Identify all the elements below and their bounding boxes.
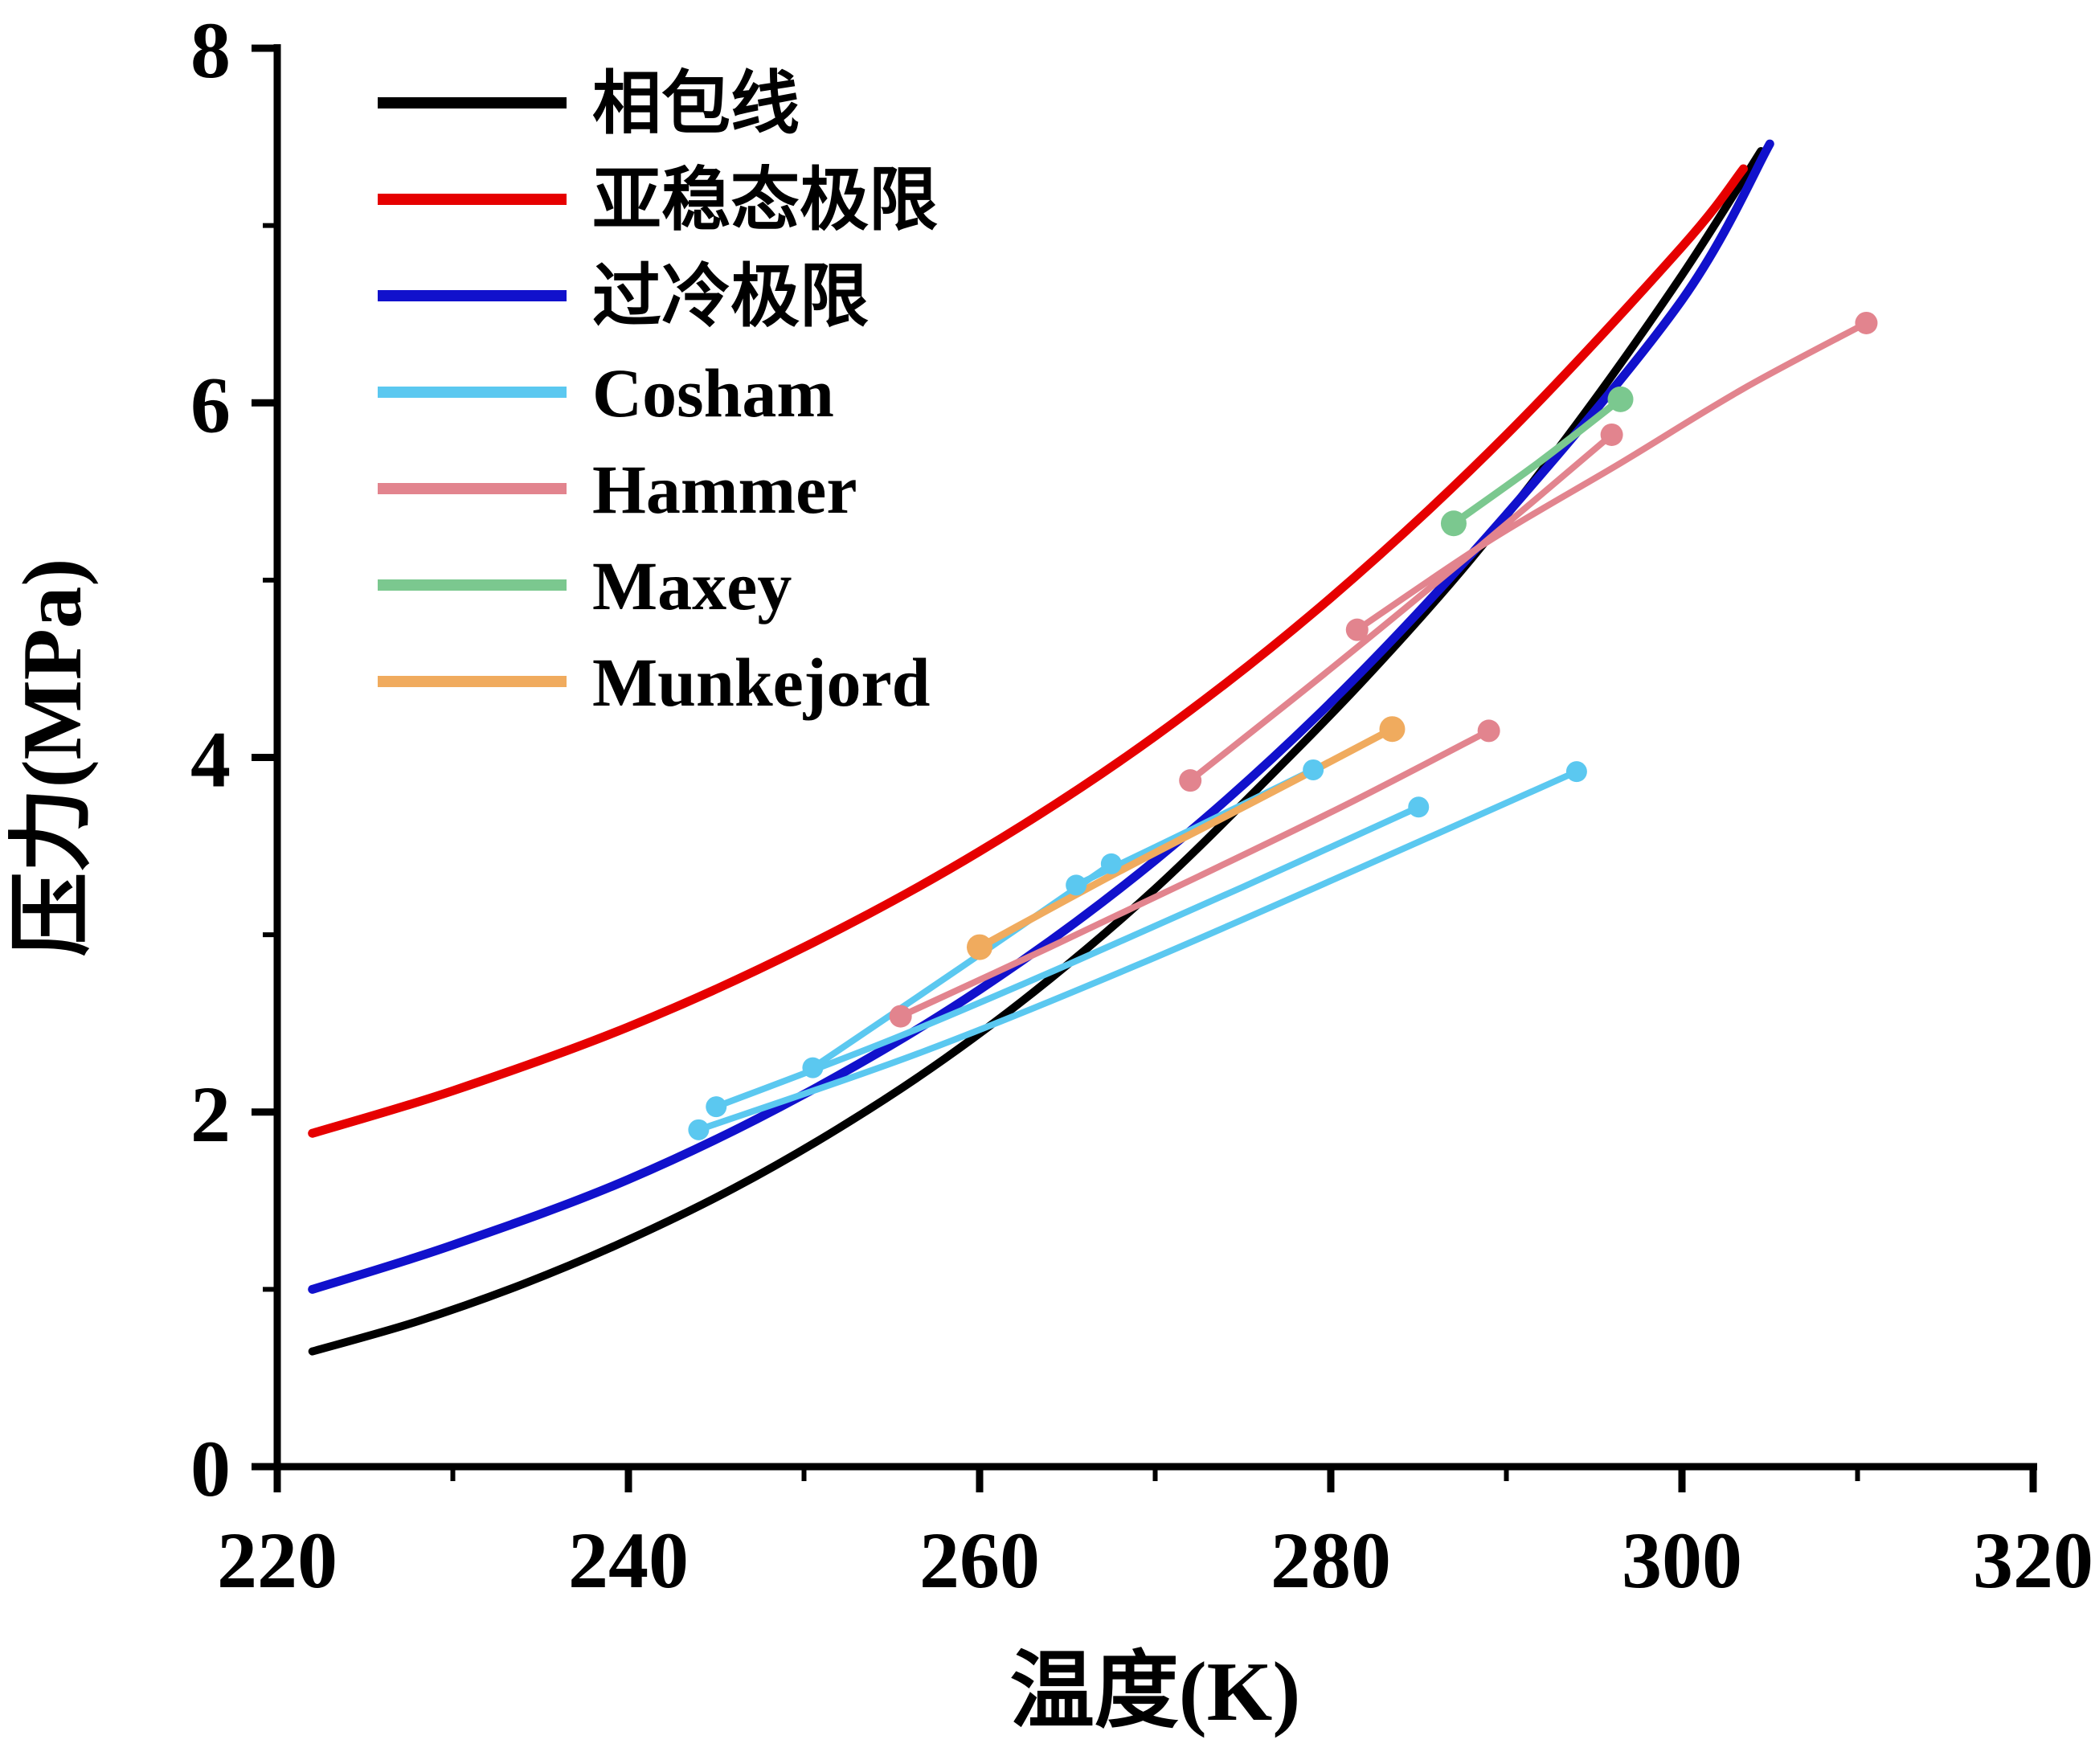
legend-item-cosham: Cosham xyxy=(378,354,834,432)
legend-label-hammer: Hammer xyxy=(592,451,857,528)
series-munkejord-marker xyxy=(1379,716,1406,743)
series-supercooling-limit-line xyxy=(308,139,1774,1294)
series-hammer-marker xyxy=(1855,311,1878,334)
series-hammer-line xyxy=(1353,320,1870,633)
series-maxey-marker xyxy=(1607,386,1634,412)
series-hammer-marker xyxy=(1477,719,1500,743)
series-cosham-marker xyxy=(802,1057,824,1078)
legend-item-maxey: Maxey xyxy=(378,547,792,624)
series-cosham-line xyxy=(713,804,1422,1111)
legend-item-phase-envelope: 相包线 xyxy=(378,65,800,142)
series-cosham-marker xyxy=(1565,761,1587,783)
series-hammer-marker xyxy=(1179,769,1202,792)
x-tick-label: 220 xyxy=(217,1516,338,1605)
series-cosham-line xyxy=(695,768,1580,1133)
x-tick-label: 300 xyxy=(1622,1516,1742,1605)
legend-item-munkejord: Munkejord xyxy=(378,644,930,721)
legend-item-supercooling-limit: 过冷极限 xyxy=(378,258,869,335)
legend-label-phase-envelope: 相包线 xyxy=(592,65,800,142)
series-cosham-marker xyxy=(706,1096,727,1118)
y-tick-label: 6 xyxy=(190,360,231,449)
series-cosham-marker xyxy=(1303,759,1324,780)
series-munkejord-line xyxy=(976,725,1396,952)
x-tick-label: 280 xyxy=(1271,1516,1391,1605)
legend-label-maxey: Maxey xyxy=(592,547,792,624)
series-hammer-marker xyxy=(1600,423,1623,446)
series-hammer-line xyxy=(897,727,1492,1020)
series-maxey-line xyxy=(1450,395,1624,527)
series-cosham-marker xyxy=(688,1119,710,1140)
legend-label-metastable-limit: 亚稳态极限 xyxy=(592,162,938,239)
series-cosham-marker xyxy=(1066,874,1087,896)
legend-label-munkejord: Munkejord xyxy=(592,644,930,721)
x-tick-label: 260 xyxy=(919,1516,1040,1605)
y-tick-label: 2 xyxy=(190,1070,231,1159)
x-axis-title: 温度(K) xyxy=(1010,1644,1301,1738)
series-hammer-marker xyxy=(889,1005,912,1028)
legend-item-hammer: Hammer xyxy=(378,451,857,528)
x-tick-label: 320 xyxy=(1973,1516,2091,1605)
x-tick-label: 240 xyxy=(568,1516,689,1605)
y-axis-title: 压力(MPa) xyxy=(5,559,99,957)
series-maxey-marker xyxy=(1440,510,1467,537)
series-hammer-marker xyxy=(1345,618,1369,641)
y-tick-label: 0 xyxy=(190,1424,231,1513)
series-cosham-marker xyxy=(1408,796,1430,818)
series-hammer-line xyxy=(1187,432,1615,784)
legend-label-supercooling-limit: 过冷极限 xyxy=(592,258,869,335)
y-tick-label: 4 xyxy=(190,715,231,804)
series-munkejord-marker xyxy=(967,934,992,960)
legend-item-metastable-limit: 亚稳态极限 xyxy=(378,162,938,239)
legend-label-cosham: Cosham xyxy=(592,354,834,432)
series-cosham-marker xyxy=(1100,853,1122,874)
y-tick-label: 8 xyxy=(190,6,231,95)
series-phase-envelope-line xyxy=(308,147,1766,1356)
series-metastable-limit-line xyxy=(308,164,1748,1138)
